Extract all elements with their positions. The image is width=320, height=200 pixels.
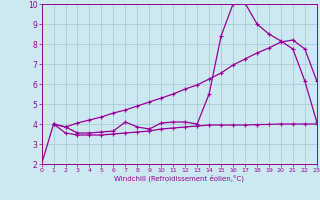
X-axis label: Windchill (Refroidissement éolien,°C): Windchill (Refroidissement éolien,°C) bbox=[114, 175, 244, 182]
